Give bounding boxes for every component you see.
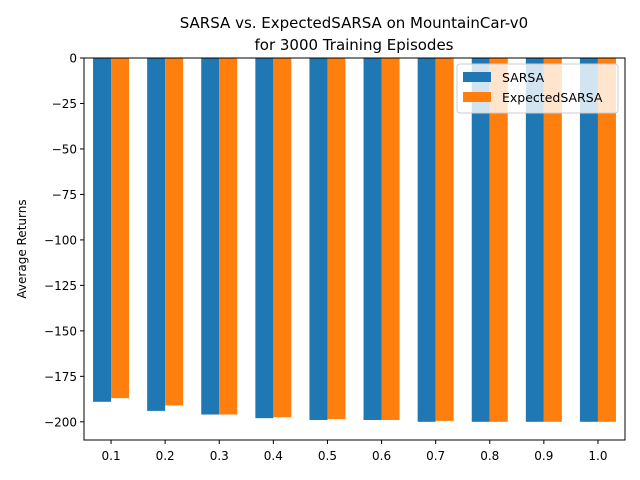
x-tick-label: 0.4	[264, 449, 283, 463]
y-tick-label: −125	[44, 279, 77, 293]
bar-sarsa-0.5	[309, 58, 328, 420]
y-axis-label: Average Returns	[15, 199, 29, 298]
bar-expectedsarsa-0.8	[489, 58, 508, 422]
bar-expectedsarsa-0.4	[273, 58, 292, 418]
y-tick-label: −75	[52, 188, 77, 202]
bar-expectedsarsa-1.0	[597, 58, 616, 422]
bar-sarsa-0.1	[93, 58, 112, 402]
x-tick-label: 0.3	[210, 449, 229, 463]
chart-title-line-1: SARSA vs. ExpectedSARSA on MountainCar-v…	[180, 14, 528, 32]
plot-frame	[83, 57, 626, 441]
bar-expectedsarsa-0.6	[381, 58, 400, 420]
y-axis: 0 −25 −50 −75 −100 −125 −150 −175 −200	[44, 52, 84, 429]
x-axis: 0.1 0.2 0.3 0.4 0.5 0.6 0.7 0.8 0.9 1.0	[102, 440, 607, 463]
x-tick-label: 0.7	[426, 449, 445, 463]
bar-sarsa-0.3	[201, 58, 220, 415]
y-tick-label: −25	[52, 97, 77, 111]
y-tick-label: 0	[69, 52, 77, 66]
x-tick-label: 0.5	[318, 449, 337, 463]
bar-expectedsarsa-0.1	[111, 58, 130, 399]
bar-expectedsarsa-0.3	[219, 58, 238, 415]
bar-sarsa-1.0	[579, 58, 598, 422]
bar-expectedsarsa-0.7	[435, 58, 454, 421]
x-tick-label: 0.1	[102, 449, 121, 463]
bar-sarsa-0.9	[525, 58, 544, 422]
bar-expectedsarsa-0.9	[543, 58, 562, 422]
bar-expectedsarsa-0.5	[327, 58, 346, 420]
y-tick-label: −200	[44, 415, 77, 429]
bars-group	[93, 58, 616, 422]
x-tick-label: 0.6	[372, 449, 391, 463]
bar-expectedsarsa-0.2	[165, 58, 184, 406]
y-tick-label: −150	[44, 324, 77, 338]
x-tick-label: 1.0	[588, 449, 607, 463]
x-tick-label: 0.2	[156, 449, 175, 463]
legend-label-sarsa: SARSA	[502, 70, 545, 85]
legend-label-expectedsarsa: ExpectedSARSA	[502, 90, 603, 105]
legend-swatch-sarsa	[463, 72, 491, 82]
legend: SARSA ExpectedSARSA	[456, 63, 619, 114]
bar-sarsa-0.7	[417, 58, 436, 422]
legend-swatch-expectedsarsa	[463, 92, 491, 102]
y-tick-label: −175	[44, 370, 77, 384]
y-tick-label: −50	[52, 142, 77, 156]
bar-sarsa-0.2	[147, 58, 166, 411]
legend-box	[456, 63, 619, 114]
bar-sarsa-0.4	[255, 58, 274, 419]
bar-sarsa-0.8	[471, 58, 490, 422]
y-tick-label: −100	[44, 233, 77, 247]
x-tick-label: 0.9	[534, 449, 553, 463]
chart-title-line-2: for 3000 Training Episodes	[254, 36, 453, 54]
x-tick-label: 0.8	[480, 449, 499, 463]
bar-sarsa-0.6	[363, 58, 382, 420]
